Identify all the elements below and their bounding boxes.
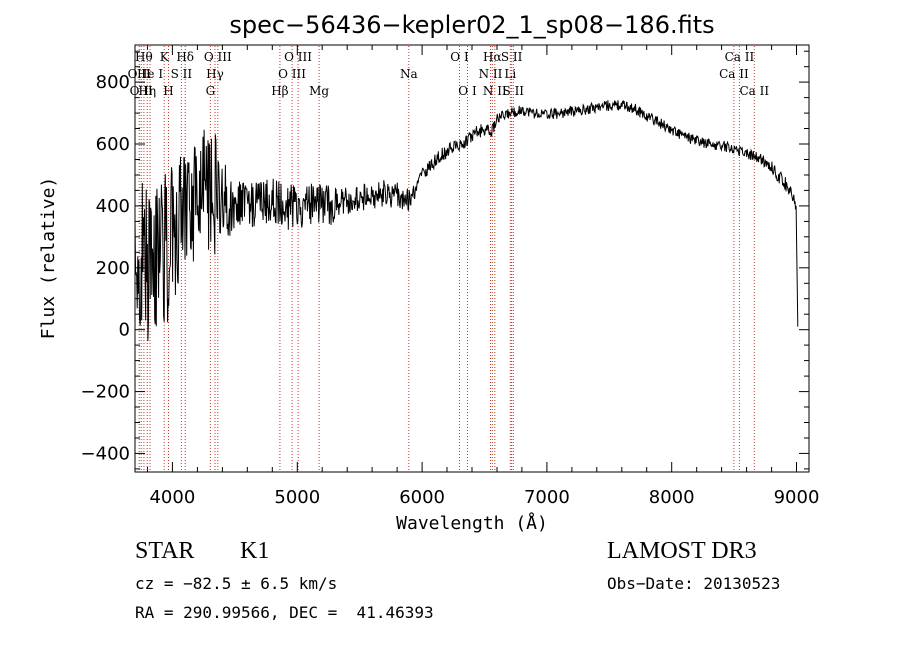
line-label: O I [450, 50, 469, 64]
line-label: S II [503, 84, 525, 98]
object-type: STAR [135, 538, 195, 564]
x-tick-label: 4000 [149, 487, 195, 508]
y-tick-label: 0 [119, 320, 130, 341]
line-label: O III [278, 67, 306, 81]
line-label: N II [479, 67, 503, 81]
x-tick-label: 8000 [649, 487, 695, 508]
line-label: Hα [483, 50, 502, 64]
x-axis-label: Wavelength (Å) [396, 512, 548, 534]
y-tick-label: 600 [96, 134, 130, 155]
survey-name: LAMOST DR3 [607, 538, 757, 564]
line-label: Li [504, 67, 516, 81]
line-label: Mg [309, 84, 329, 98]
line-label: K [160, 50, 170, 64]
minor-ticks [135, 45, 809, 472]
line-label: Ca II [725, 50, 755, 64]
plot-frame [134, 44, 810, 473]
line-label: He I [137, 67, 163, 81]
line-label: O I [458, 84, 477, 98]
spectral-line-labels: O II O II Hθ Hη He I K H S II Hδ G Hγ O III Hβ O III O… [128, 50, 770, 98]
y-axis-label: Flux (relative) [38, 177, 59, 340]
line-label: Ca II [739, 84, 769, 98]
line-label: O II [130, 84, 153, 98]
line-label: S II [171, 67, 193, 81]
line-label: H [163, 84, 173, 98]
y-tick-label: −400 [81, 443, 130, 464]
coordinates: RA = 290.99566, DEC = 41.46393 [135, 603, 434, 622]
line-label: Na [400, 67, 418, 81]
line-label: O III [204, 50, 232, 64]
spectral-line-markers [138, 46, 755, 471]
line-label: Hδ [176, 50, 194, 64]
x-tick-label: 5000 [274, 487, 320, 508]
line-label: Ca II [719, 67, 749, 81]
chart-title: spec−56436−kepler02_1_sp08−186.fits [229, 11, 714, 39]
line-label: O II [128, 67, 151, 81]
x-axis-ticks: 4000 5000 6000 7000 8000 9000 [149, 45, 819, 508]
y-tick-label: 800 [96, 72, 130, 93]
line-label: Hθ [135, 50, 153, 64]
y-tick-label: 200 [96, 258, 130, 279]
y-tick-label: 400 [96, 196, 130, 217]
x-tick-label: 7000 [524, 487, 570, 508]
line-label: Hη [138, 84, 156, 98]
line-label: S II [501, 50, 523, 64]
line-label: G [206, 84, 216, 98]
obs-date: Obs−Date: 20130523 [607, 574, 781, 593]
redshift-text: cz = −82.5 ± 6.5 km/s [135, 574, 338, 593]
line-label: O III [284, 50, 312, 64]
line-label: Hγ [206, 67, 224, 81]
x-tick-label: 6000 [399, 487, 445, 508]
x-tick-label: 9000 [774, 487, 820, 508]
flux-series-line [134, 99, 799, 341]
y-tick-label: −200 [81, 382, 130, 403]
y-axis-ticks: −400 −200 0 200 400 600 800 [81, 72, 809, 464]
spectral-subclass: K1 [240, 538, 270, 564]
line-label: N II [483, 84, 507, 98]
line-label: Hβ [271, 84, 288, 98]
